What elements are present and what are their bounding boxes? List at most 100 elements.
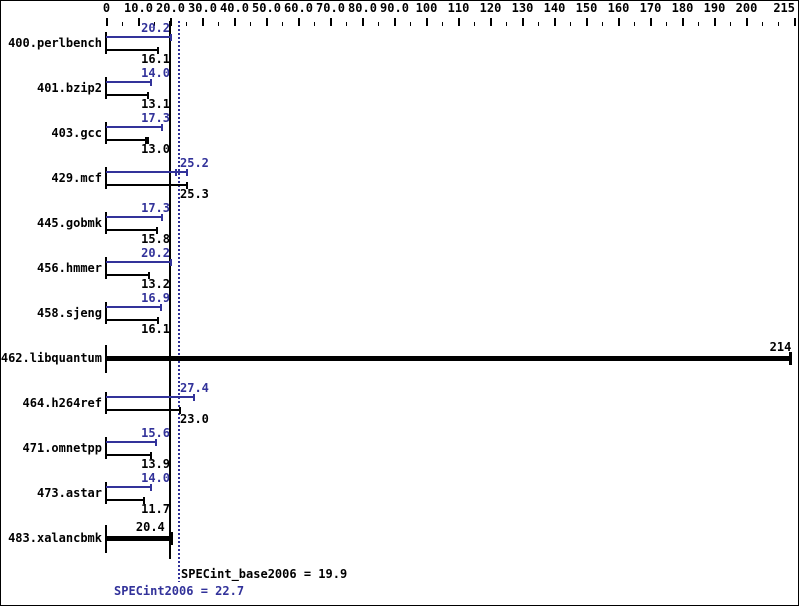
peak-summary-text: SPECint2006 = 22.7: [114, 584, 245, 598]
peak-bar: [106, 216, 162, 218]
base-bar: [106, 499, 144, 501]
base-value-label: 25.3: [180, 187, 209, 201]
row-baseline: [105, 122, 107, 144]
axis-tick-major: [361, 18, 364, 26]
base-value-label: 23.0: [180, 412, 209, 426]
axis-tick-label: 30.0: [188, 1, 217, 15]
axis-tick-label: 40.0: [220, 1, 249, 15]
axis-tick-minor: [345, 22, 347, 26]
base-bar: [106, 274, 149, 276]
peak-bar: [106, 126, 162, 128]
axis-tick-minor: [281, 22, 283, 26]
axis-tick-minor: [697, 22, 699, 26]
base-bar-end-tick: [147, 272, 150, 279]
peak-bar: [106, 306, 161, 308]
axis-tick-minor: [185, 22, 187, 26]
peak-bar: [106, 261, 172, 263]
benchmark-name: 401.bzip2: [36, 81, 102, 95]
benchmark-name: 462.libquantum: [0, 351, 102, 365]
base-bar: [106, 229, 158, 231]
axis-tick-minor: [217, 22, 219, 26]
peak-value-label: 17.3: [141, 201, 170, 215]
axis-tick-label: 120: [479, 1, 502, 15]
base-value-label: 15.8: [141, 232, 170, 246]
row-baseline: [105, 212, 107, 234]
peak-bar: [106, 486, 152, 488]
base-bar: [106, 454, 151, 456]
axis-tick-major: [713, 18, 716, 26]
axis-tick-label: 140: [543, 1, 566, 15]
base-value-label: 20.4: [135, 520, 165, 534]
base-bar-end-tick: [169, 532, 173, 545]
axis-tick-major: [425, 18, 428, 26]
peak-bar-end-tick: [170, 34, 173, 41]
axis-tick-major: [105, 18, 108, 26]
base-value-label: 13.0: [141, 142, 170, 156]
axis-tick-minor: [777, 22, 779, 26]
axis-tick-major: [649, 18, 652, 26]
base-value-label: 13.1: [141, 97, 170, 111]
axis-tick-label: 80.0: [348, 1, 377, 15]
axis-tick-major: [793, 18, 796, 26]
base-bar-end-tick: [147, 92, 150, 99]
peak-bar-end-tick: [193, 394, 196, 401]
base-bar-thick: [106, 356, 792, 361]
peak-bar: [106, 171, 188, 173]
axis-tick-major: [457, 18, 460, 26]
axis-tick-minor: [153, 22, 155, 26]
axis-tick-minor: [537, 22, 539, 26]
base-bar-end-tick: [157, 317, 160, 324]
axis-tick-label: 10.0: [124, 1, 153, 15]
axis-tick-major: [297, 18, 300, 26]
peak-value-label: 20.2: [141, 246, 170, 260]
benchmark-name: 483.xalancbmk: [8, 531, 102, 545]
axis-tick-major: [681, 18, 684, 26]
benchmark-name: 445.gobmk: [36, 216, 102, 230]
axis-tick-minor: [633, 22, 635, 26]
base-bar: [106, 49, 159, 51]
base-bar-end-tick: [147, 137, 150, 144]
base-bar: [106, 94, 149, 96]
benchmark-name: 458.sjeng: [36, 306, 102, 320]
peak-bar: [106, 441, 157, 443]
base-value-label: 13.2: [141, 277, 170, 291]
base-bar: [106, 409, 181, 411]
base-bar-end-tick: [156, 227, 159, 234]
row-baseline: [105, 167, 107, 189]
base-value-label: 16.1: [141, 322, 170, 336]
row-baseline: [105, 32, 107, 54]
row-baseline: [105, 392, 107, 414]
peak-value-label: 14.0: [141, 66, 170, 80]
peak-value-label: 17.3: [141, 111, 170, 125]
benchmark-name: 403.gcc: [51, 126, 102, 140]
axis-tick-major: [617, 18, 620, 26]
axis-tick-label: 200: [735, 1, 758, 15]
peak-bar-end-tick: [155, 439, 158, 446]
base-value-label: 11.7: [141, 502, 170, 516]
peak-bar-end-tick: [159, 304, 162, 311]
axis-tick-major: [233, 18, 236, 26]
axis-tick-label: 70.0: [316, 1, 345, 15]
axis-tick-minor: [569, 22, 571, 26]
peak-bar-end-tick: [160, 124, 163, 131]
axis-tick-major: [521, 18, 524, 26]
axis-tick-label: 110: [447, 1, 470, 15]
peak-bar-end-tick: [186, 169, 189, 176]
axis-tick-major: [265, 18, 268, 26]
row-baseline: [105, 257, 107, 279]
benchmark-name: 400.perlbench: [8, 36, 102, 50]
axis-tick-major: [201, 18, 204, 26]
axis-tick-label: 130: [511, 1, 534, 15]
axis-tick-major: [393, 18, 396, 26]
base-summary-text: SPECint_base2006 = 19.9: [181, 567, 348, 581]
base-bar-end-tick: [149, 452, 152, 459]
peak-value-label: 25.2: [180, 156, 209, 170]
peak-value-label: 15.6: [141, 426, 170, 440]
axis-tick-major: [745, 18, 748, 26]
axis-tick-label: 180: [671, 1, 694, 15]
row-baseline: [105, 302, 107, 324]
axis-tick-label: 100: [415, 1, 438, 15]
axis-tick-label: 160: [607, 1, 630, 15]
benchmark-name: 456.hmmer: [36, 261, 102, 275]
